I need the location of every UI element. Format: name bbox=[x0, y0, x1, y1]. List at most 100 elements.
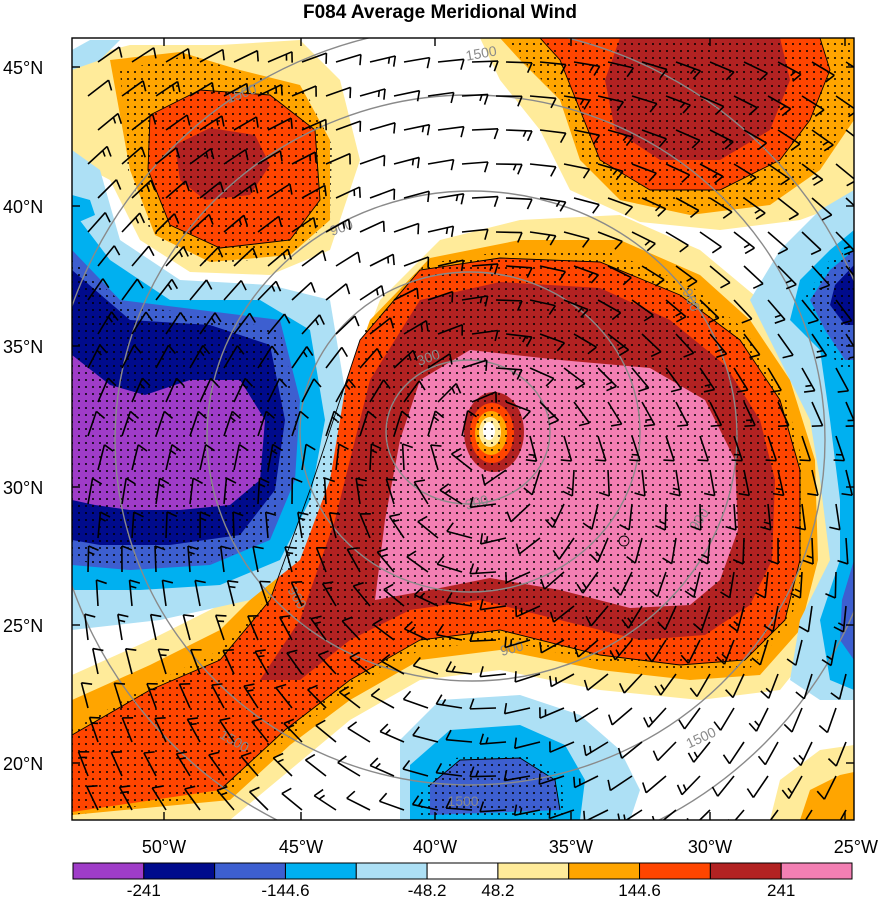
wind-barb bbox=[479, 533, 507, 545]
wind-barb bbox=[669, 469, 681, 497]
wind-barb bbox=[597, 163, 624, 181]
wind-barb bbox=[786, 639, 803, 666]
wind-barb bbox=[505, 197, 533, 210]
wind-barb bbox=[257, 477, 270, 505]
wind-barb bbox=[427, 353, 453, 369]
wind-barb bbox=[481, 469, 507, 486]
wind-barb bbox=[335, 443, 349, 471]
wind-barb bbox=[765, 435, 778, 462]
wind-barb bbox=[469, 766, 497, 778]
wind-barb bbox=[352, 581, 371, 607]
wind-barb bbox=[393, 349, 418, 369]
wind-barb bbox=[393, 410, 411, 437]
wind-barb bbox=[792, 741, 813, 767]
wind-barb bbox=[722, 741, 745, 765]
wind-barb bbox=[411, 795, 439, 811]
wind-barb bbox=[563, 231, 590, 248]
wind-barb bbox=[435, 625, 463, 641]
wind-barb bbox=[406, 550, 429, 573]
wind-barb bbox=[437, 259, 465, 271]
wind-barb bbox=[699, 367, 716, 393]
wind-barb bbox=[629, 435, 641, 462]
wind-barb bbox=[746, 775, 769, 798]
colorbar-swatch bbox=[639, 862, 711, 880]
colorbar-swatch bbox=[355, 862, 428, 880]
wind-barb bbox=[811, 197, 833, 221]
wind-barb bbox=[199, 312, 222, 335]
wind-barb bbox=[845, 61, 854, 69]
wind-barb bbox=[504, 636, 531, 649]
wind-barb bbox=[562, 469, 575, 497]
wind-barb bbox=[378, 792, 405, 811]
wind-barb bbox=[403, 190, 430, 203]
wind-barb bbox=[621, 605, 643, 629]
wind-barb bbox=[359, 513, 371, 539]
wind-barb bbox=[697, 537, 711, 565]
wind-barb bbox=[187, 545, 199, 573]
wind-barb bbox=[699, 231, 722, 254]
wind-barb bbox=[211, 683, 225, 709]
wind-barb bbox=[529, 367, 555, 387]
wind-barb bbox=[631, 299, 654, 322]
wind-barb bbox=[825, 571, 837, 599]
wind-barb bbox=[267, 313, 291, 335]
wind-barb bbox=[178, 683, 191, 709]
wind-barb bbox=[355, 477, 367, 505]
wind-barb bbox=[347, 721, 371, 743]
latitude-label: 20°N bbox=[3, 754, 43, 774]
wind-barb bbox=[223, 477, 237, 505]
longitude-axis: 50°W 45°W 40°W 35°W 30°W 25°W bbox=[142, 38, 878, 857]
wind-barb bbox=[811, 401, 824, 427]
wind-barb bbox=[733, 231, 755, 255]
wind-barb bbox=[369, 188, 396, 200]
wind-barb bbox=[380, 653, 405, 675]
wind-barb bbox=[272, 752, 293, 777]
wind-barb bbox=[254, 649, 269, 675]
wind-barb bbox=[325, 218, 351, 233]
wind-barb bbox=[155, 147, 181, 165]
colorbar-swatch bbox=[709, 862, 782, 880]
wind-barb bbox=[124, 647, 137, 675]
wind-barb bbox=[597, 231, 623, 250]
wind-barb bbox=[573, 265, 600, 284]
wind-barb bbox=[583, 741, 609, 757]
wind-barb bbox=[469, 698, 497, 710]
wind-barb bbox=[219, 545, 232, 573]
wind-barb bbox=[589, 537, 609, 563]
wind-barb bbox=[155, 344, 176, 369]
wind-barb bbox=[830, 673, 847, 700]
wind-barb bbox=[807, 469, 819, 497]
wind-barb bbox=[437, 125, 465, 138]
wind-barb bbox=[113, 682, 126, 709]
wind-barb bbox=[471, 329, 499, 342]
wind-barb bbox=[845, 401, 854, 427]
wind-barb bbox=[709, 265, 731, 289]
wind-barb bbox=[131, 245, 155, 267]
wind-barb bbox=[574, 639, 599, 658]
wind-barb bbox=[563, 163, 591, 179]
wind-barb bbox=[539, 639, 565, 654]
wind-barb bbox=[257, 410, 275, 437]
wind-barb bbox=[609, 639, 633, 661]
latitude-label: 40°N bbox=[3, 197, 43, 217]
wind-barb bbox=[597, 367, 617, 392]
colorbar-swatch bbox=[780, 862, 853, 880]
wind-barb bbox=[146, 682, 158, 709]
wind-barb bbox=[479, 801, 507, 813]
wind-barb bbox=[165, 311, 188, 335]
wind-barb bbox=[835, 163, 854, 187]
wind-barb bbox=[699, 95, 725, 115]
wind-barb bbox=[436, 555, 463, 573]
wind-barb bbox=[88, 716, 101, 743]
wind-barb bbox=[325, 283, 351, 301]
wind-barb bbox=[607, 61, 634, 78]
wind-barb bbox=[505, 265, 533, 278]
wind-barb bbox=[743, 333, 761, 359]
wind-barb bbox=[359, 154, 386, 167]
wind-barb bbox=[731, 435, 744, 462]
wind-barb bbox=[226, 580, 239, 607]
wind-barb bbox=[403, 319, 429, 335]
wind-barb bbox=[573, 707, 599, 723]
wind-barb bbox=[582, 503, 599, 530]
wind-barb bbox=[233, 247, 258, 267]
